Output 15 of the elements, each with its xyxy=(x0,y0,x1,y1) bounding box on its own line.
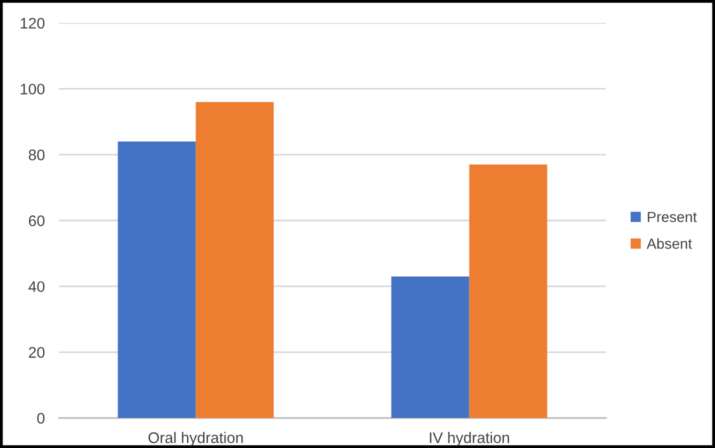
x-tick-label: IV hydration xyxy=(430,432,510,446)
bar xyxy=(196,102,274,418)
y-tick-label: 40 xyxy=(28,281,45,292)
y-tick-label: 80 xyxy=(28,150,45,160)
bar xyxy=(469,164,548,418)
legend-label: Present xyxy=(648,212,697,222)
y-tick-label: 0 xyxy=(37,412,45,424)
legend-label: Absent xyxy=(646,238,692,249)
x-tick-label: Oral hydration xyxy=(148,432,243,446)
bar xyxy=(391,276,470,418)
bar xyxy=(118,142,196,418)
y-tick-label: 100 xyxy=(20,84,45,95)
y-tick-label: 60 xyxy=(28,215,45,226)
y-tick-label: 120 xyxy=(20,18,45,29)
y-tick-label: 20 xyxy=(28,347,45,358)
